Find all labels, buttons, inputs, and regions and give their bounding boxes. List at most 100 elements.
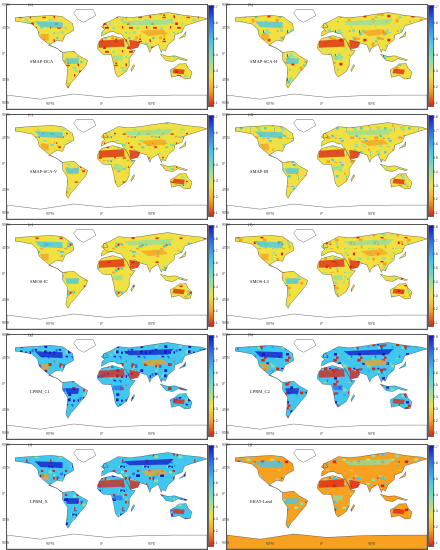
moisture-region — [360, 469, 389, 477]
landmass-indonesia — [159, 273, 189, 282]
latitude-label: 0° — [222, 492, 226, 496]
latitude-label: 90°S — [2, 431, 10, 435]
colorbar-tick-label: 0.6 — [433, 252, 438, 257]
landmass-greenland — [73, 339, 97, 353]
moisture-region — [34, 461, 63, 469]
moisture-region — [318, 259, 345, 268]
latitude-label: 90°S — [222, 321, 230, 325]
colorbar-tick-label: 0.7 — [213, 115, 218, 119]
colorbar-tick-label: 0.3 — [433, 69, 438, 73]
landmass-britain — [103, 243, 109, 249]
colorbar-tick-label: 0.1 — [213, 321, 218, 325]
moisture-region — [318, 39, 345, 48]
moisture-region — [140, 359, 169, 367]
moisture-region — [260, 473, 269, 481]
colorbar-tick-label: 0.9 — [433, 335, 438, 339]
panel-letter: (f) — [248, 222, 253, 227]
colorbar-tick-label: 0.5 — [433, 477, 438, 481]
colorbar-ticks: 0.7 0.6 0.5 0.4 0.3 0.2 0.1 — [433, 2, 440, 108]
map-frame — [226, 224, 428, 330]
panel-letter: (c) — [28, 112, 33, 117]
moisture-region — [285, 498, 300, 504]
colorbar-tick-label: 0.2 — [433, 419, 438, 423]
landmass-namerica — [235, 125, 294, 163]
landmass-greenland — [293, 339, 317, 353]
map-panel-d: 90°N 45°N 0° 45°S 90°S 90°W 0° 90°E (d) SMAP-IB 0.… — [222, 112, 440, 220]
moisture-region — [129, 259, 141, 269]
colorbar-tick-label: 0.5 — [433, 156, 438, 161]
colorbar-tick-label: 0.5 — [213, 37, 218, 41]
landmass-madagascar — [350, 394, 356, 402]
colorbar-tick-label: 0.4 — [213, 53, 218, 57]
longitude-label: 90°W — [46, 432, 55, 436]
colorbar-tick-label: 0.2 — [213, 85, 218, 89]
colorbar-tick-label: 0.6 — [433, 21, 438, 25]
moisture-region — [332, 385, 343, 391]
world-map — [7, 229, 207, 329]
landmass-samerica — [62, 381, 88, 419]
colorbar-tick-label: 0.6 — [433, 142, 438, 147]
colorbar-tick-label: 0.2 — [433, 525, 438, 529]
landmass-greenland — [73, 9, 97, 23]
landmass-indonesia — [379, 383, 409, 392]
latitude-label: 0° — [222, 272, 226, 276]
moisture-region — [40, 253, 49, 261]
longitude-label: 90°E — [368, 542, 376, 546]
colorbar-tick-label: 0.2 — [213, 529, 218, 533]
product-name: SMAP-DCA — [30, 59, 54, 64]
colorbar-ticks: 0.8 0.7 0.6 0.5 0.4 0.3 0.2 0.1 — [433, 222, 440, 328]
colorbar-tick-label: 0.4 — [213, 395, 218, 399]
colorbar-tick-label: 0.1 — [433, 101, 438, 105]
landmass-namerica — [15, 345, 74, 383]
landmass-indonesia — [379, 273, 409, 282]
landmass-samerica — [282, 271, 308, 309]
colorbar-tick-label: 0.1 — [433, 431, 438, 435]
latitude-label: 90°N — [2, 223, 10, 227]
map-frame — [6, 334, 208, 440]
longitude-label: 0° — [100, 212, 104, 216]
longitude-label: 90°E — [368, 102, 376, 106]
moisture-region — [349, 39, 361, 49]
moisture-region — [112, 275, 123, 281]
moisture-region — [392, 178, 405, 185]
landmass-antarctica — [7, 423, 207, 439]
latitude-label: 45°N — [222, 136, 230, 140]
moisture-region — [140, 29, 169, 37]
moisture-region — [129, 39, 141, 49]
landmass-samerica — [62, 271, 88, 309]
latitude-label: 0° — [2, 52, 6, 56]
moisture-region — [318, 149, 345, 158]
colorbar-ticks: 0.9 0.8 0.7 0.6 0.5 0.4 0.3 0.2 0.1 — [213, 332, 222, 438]
moisture-region — [123, 348, 174, 356]
world-map — [7, 449, 207, 549]
moisture-region — [129, 479, 141, 489]
world-map — [227, 9, 427, 109]
colorbar-tick-label: 0.8 — [213, 347, 218, 351]
latitude-label: 45°S — [222, 78, 230, 82]
colorbar-tick-label: 0.8 — [433, 225, 438, 229]
latitude-label: 90°N — [222, 443, 230, 447]
map-panel-i: 90°N 45°N 0° 45°S 90°S 90°W 0° 90°E (i) LPRM_X 0.9… — [2, 442, 220, 550]
latitude-label: 45°S — [222, 188, 230, 192]
colorbar-tick-label: 0.4 — [433, 53, 438, 57]
colorbar-tick-label: 0.1 — [433, 541, 438, 545]
landmass-madagascar — [350, 504, 356, 512]
landmass-antarctica — [7, 93, 207, 109]
moisture-region — [392, 398, 405, 405]
map-frame — [226, 444, 428, 550]
longitude-label: 90°E — [148, 322, 156, 326]
latitude-label: 0° — [2, 492, 6, 496]
longitude-label: 90°E — [148, 212, 156, 216]
colorbar-tick-label: 0.3 — [213, 407, 218, 411]
longitude-label: 90°E — [148, 432, 156, 436]
colorbar-tick-label: 0.1 — [213, 431, 218, 435]
landmass-britain — [103, 23, 109, 29]
landmass-namerica — [15, 455, 74, 493]
landmass-antarctica — [227, 423, 427, 439]
colorbar-tick-label: 0.6 — [433, 371, 438, 375]
longitude-label: 90°E — [368, 322, 376, 326]
latitude-label: 0° — [2, 272, 6, 276]
moisture-region — [172, 288, 185, 295]
longitude-label: 90°E — [148, 102, 156, 106]
moisture-region — [112, 495, 123, 501]
